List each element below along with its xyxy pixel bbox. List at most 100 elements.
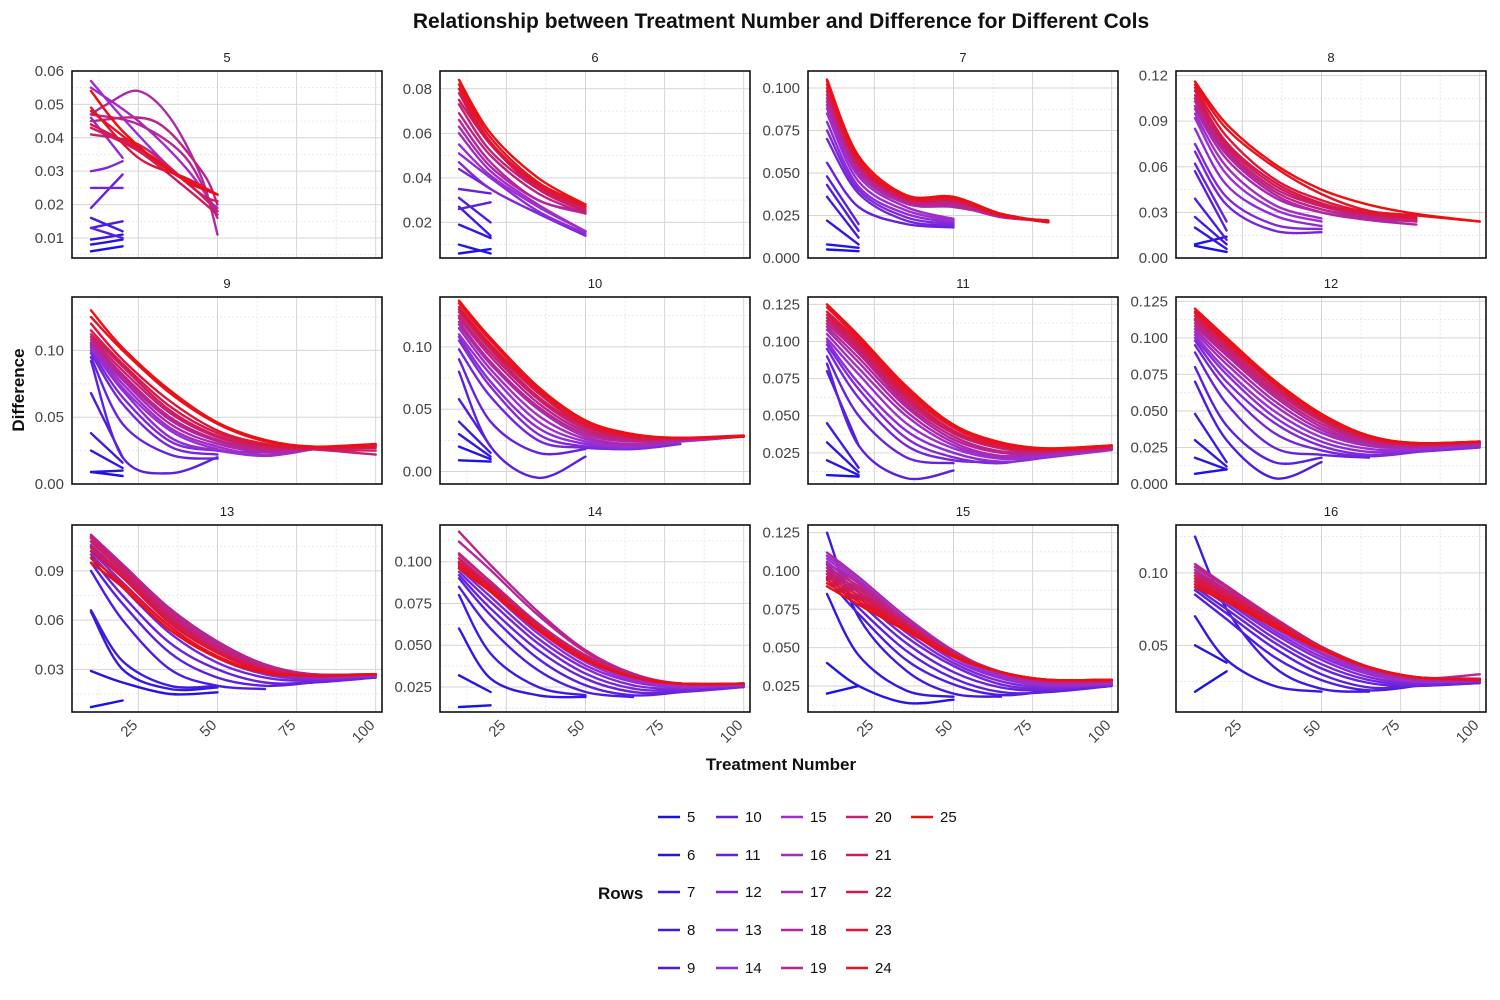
y-axis-label: Difference	[9, 348, 28, 431]
series-line-row-8	[457, 593, 587, 697]
series-line-row-11	[457, 358, 587, 456]
series-line-row-25	[89, 561, 377, 678]
y-tick-label: 0.02	[35, 197, 64, 214]
series-line-row-16	[1193, 112, 1323, 220]
series-line-row-8	[825, 422, 860, 469]
series-line-row-9	[825, 577, 1050, 697]
y-tick-label: 0.05	[35, 409, 64, 426]
y-tick-label: 0.03	[35, 163, 64, 180]
series-line-row-14	[825, 340, 1113, 464]
series-line-row-16	[89, 343, 314, 456]
y-tick-label: 0.125	[762, 525, 800, 542]
series-line-row-10	[457, 577, 682, 697]
y-tick-label: 0.03	[35, 661, 64, 678]
y-tick-label: 0.050	[762, 165, 800, 182]
series-line-row-6	[89, 669, 219, 696]
series-line-row-17	[1193, 327, 1481, 449]
legend-label: 25	[940, 809, 957, 826]
y-tick-label: 0.04	[35, 130, 64, 147]
series-line-row-6	[89, 238, 124, 246]
series-line-row-7	[89, 233, 124, 241]
series-line-row-20	[89, 536, 377, 676]
legend-label: 23	[875, 922, 892, 939]
series-line-row-9	[457, 196, 492, 224]
series-line-row-5	[89, 699, 124, 709]
x-tick-label: 50	[1301, 717, 1325, 741]
legend-item-row-9: 9	[658, 960, 695, 977]
y-tick-label: 0.09	[35, 563, 64, 580]
series-line-row-10	[89, 561, 314, 688]
legend-item-row-15: 15	[781, 809, 827, 826]
y-tick-label: 0.000	[1130, 476, 1168, 493]
y-tick-label: 0.09	[1139, 113, 1168, 130]
series-line-row-10	[825, 572, 1113, 695]
series-line-row-24	[825, 80, 1050, 222]
series-line-row-8	[1193, 412, 1228, 464]
y-tick-label: 0.10	[35, 342, 64, 359]
series-line-row-6	[825, 243, 860, 249]
legend-label: 6	[687, 847, 695, 864]
legend-item-row-11: 11	[716, 847, 761, 864]
series-line-row-17	[457, 323, 745, 446]
series-line-row-18	[825, 325, 1113, 456]
series-line-row-12	[89, 351, 219, 456]
series-line-row-6	[1193, 456, 1228, 471]
y-tick-label: 0.01	[35, 230, 64, 247]
series-line-row-14	[457, 152, 587, 235]
series-line-row-9	[1193, 380, 1323, 480]
x-tick-label: 25	[1221, 717, 1245, 741]
legend-item-row-24: 24	[846, 960, 892, 977]
series-line-row-10	[89, 359, 219, 475]
series-line-row-14	[1193, 127, 1323, 228]
series-line-row-5	[825, 684, 860, 695]
series-line-row-12	[1193, 150, 1323, 235]
series-line-row-12	[457, 570, 745, 692]
series-line-row-5	[1193, 468, 1228, 475]
legend-item-row-16: 16	[781, 847, 827, 864]
series-line-row-5	[1193, 670, 1228, 693]
series-line-row-8	[825, 195, 860, 239]
series-line-row-7	[457, 432, 492, 458]
series-line-row-6	[1193, 644, 1228, 664]
series-line-row-5	[457, 704, 492, 709]
series-line-row-5	[825, 473, 860, 478]
y-tick-label: 0.06	[35, 612, 64, 629]
legend-label: 8	[687, 922, 695, 939]
series-line-row-6	[825, 661, 955, 705]
series-line-row-5	[89, 245, 124, 253]
panel-border	[439, 296, 751, 485]
panel-col-13: 13 0.03 0.06 0.09 25 50 75 100	[35, 504, 383, 747]
y-tick-label: 0.075	[762, 601, 800, 618]
series-line-row-19	[1193, 100, 1418, 223]
panel-strip-label: 6	[591, 50, 598, 65]
series-line-row-6	[89, 469, 124, 474]
series-line-row-23	[1193, 86, 1418, 219]
legend-label: 19	[810, 960, 827, 977]
series-line-row-10	[825, 362, 955, 481]
series-line-row-13	[89, 160, 124, 173]
series-line-row-25	[1193, 307, 1481, 445]
series-line-row-5	[457, 247, 492, 255]
series-line-row-14	[825, 120, 955, 224]
panel-border	[439, 70, 751, 259]
legend-item-row-20: 20	[846, 809, 892, 826]
y-tick-label: 0.100	[1130, 330, 1168, 347]
y-tick-label: 0.050	[394, 637, 432, 654]
series-line-row-23	[457, 87, 587, 208]
series-line-row-25	[89, 309, 377, 448]
panel-col-12: 12 0.000 0.025 0.050 0.075 0.100 0.125	[1130, 276, 1487, 493]
series-line-row-12	[825, 566, 1113, 691]
series-line-row-25	[457, 567, 745, 686]
legend-item-row-6: 6	[658, 847, 695, 864]
legend-label: 15	[810, 809, 827, 826]
panel-col-14: 14 0.025 0.050 0.075 0.100 25 50 75 100	[394, 504, 751, 747]
series-line-row-7	[457, 223, 492, 240]
y-tick-label: 0.100	[762, 334, 800, 351]
y-tick-label: 0.050	[762, 408, 800, 425]
panel-col-15: 15 0.025 0.050 0.075 0.100 0.125 25 50 75 100	[762, 504, 1119, 747]
series-line-row-11	[457, 187, 492, 195]
series-line-row-11	[457, 573, 745, 695]
series-line-row-9	[457, 585, 635, 699]
x-tick-label: 100	[349, 717, 379, 747]
series-line-row-25	[1193, 586, 1481, 682]
